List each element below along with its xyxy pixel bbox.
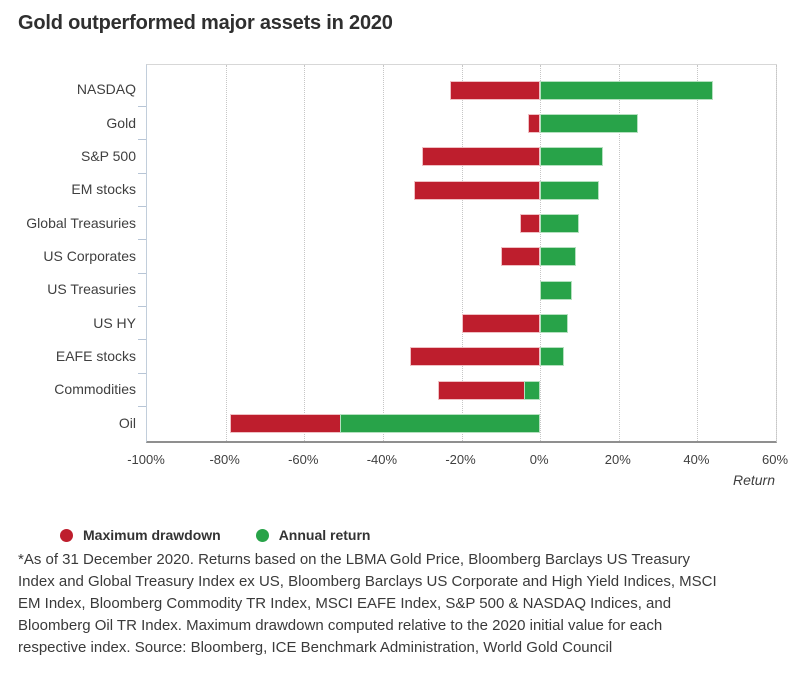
x-tick-label: 20% xyxy=(604,452,631,467)
annual-return-bar xyxy=(540,280,572,300)
annual-return-bar xyxy=(540,214,580,234)
footnote: *As of 31 December 2020. Returns based o… xyxy=(18,549,776,659)
gridline xyxy=(225,65,227,441)
drawdown-bar xyxy=(410,347,541,367)
y-axis-tick xyxy=(138,205,146,207)
y-axis-tick xyxy=(138,305,146,307)
x-tick-label: 40% xyxy=(683,452,710,467)
y-axis-tick xyxy=(138,272,146,274)
legend-label-return: Annual return xyxy=(278,527,371,543)
y-axis-tick xyxy=(138,172,146,174)
gridline xyxy=(697,65,699,441)
gridline xyxy=(776,65,777,441)
annual-return-bar xyxy=(540,147,604,167)
annual-return-bar xyxy=(524,380,541,400)
footnote-line: *As of 31 December 2020. Returns based o… xyxy=(18,551,690,568)
return-swatch-icon xyxy=(255,528,269,542)
y-axis-tick xyxy=(138,339,146,341)
gridline xyxy=(304,65,306,441)
footnote-line: Bloomberg Oil TR Index. Maximum drawdown… xyxy=(18,617,663,634)
y-axis-label: US HY xyxy=(93,314,136,331)
drawdown-bar xyxy=(414,180,541,200)
y-axis-tick xyxy=(138,239,146,241)
y-axis-label: US Treasuries xyxy=(47,281,136,298)
annual-return-bar xyxy=(540,180,600,200)
annual-return-bar xyxy=(540,247,576,267)
x-tick-label: -100% xyxy=(127,452,165,467)
annual-return-bar xyxy=(540,347,564,367)
legend: Maximum drawdown Annual return xyxy=(60,527,370,543)
drawdown-bar xyxy=(500,247,541,267)
gridline xyxy=(618,65,620,441)
drawdown-swatch-icon xyxy=(60,528,73,542)
drawdown-bar xyxy=(528,114,541,134)
chart-title: Gold outperformed major assets in 2020 xyxy=(18,12,393,34)
annual-return-bar xyxy=(339,414,541,434)
legend-item-return: Annual return xyxy=(255,527,371,543)
y-axis-tick xyxy=(138,372,146,374)
y-axis-label: EAFE stocks xyxy=(55,347,136,364)
y-axis-tick xyxy=(138,105,146,107)
y-axis-label: US Corporates xyxy=(43,247,136,264)
y-axis-label: NASDAQ xyxy=(76,81,136,98)
y-axis-label: S&P 500 xyxy=(80,147,136,164)
footnote-line: EM Index, Bloomberg Commodity TR Index, … xyxy=(18,595,672,612)
y-axis-tick xyxy=(138,406,146,407)
gridline xyxy=(461,65,463,441)
x-axis-caption: Return xyxy=(732,472,775,488)
x-tick-label: 60% xyxy=(761,452,788,467)
annual-return-bar xyxy=(540,314,568,334)
annual-return-bar xyxy=(540,80,714,100)
y-axis-label: Global Treasuries xyxy=(26,214,136,231)
x-tick-label: 0% xyxy=(529,452,549,467)
plot-area xyxy=(146,64,777,443)
x-tick-label: -20% xyxy=(445,452,476,467)
x-tick-label: -80% xyxy=(209,452,240,467)
y-axis-label: Oil xyxy=(118,414,136,431)
annual-return-bar xyxy=(540,114,639,134)
y-axis-tick xyxy=(138,139,146,141)
x-tick-label: -60% xyxy=(288,452,319,467)
drawdown-bar xyxy=(422,147,541,167)
y-axis-label: Gold xyxy=(106,114,136,131)
drawdown-bar xyxy=(520,214,541,234)
footnote-line: respective index. Source: Bloomberg, ICE… xyxy=(18,639,613,656)
legend-label-drawdown: Maximum drawdown xyxy=(83,527,221,543)
y-axis-label: EM stocks xyxy=(71,181,136,198)
drawdown-bar xyxy=(449,80,541,100)
gridline xyxy=(382,65,384,441)
x-tick-label: -40% xyxy=(366,452,398,467)
y-axis-label: Commodities xyxy=(54,381,136,398)
drawdown-bar xyxy=(461,314,541,334)
legend-item-drawdown: Maximum drawdown xyxy=(60,527,221,543)
footnote-line: Index and Global Treasury Index ex US, B… xyxy=(18,573,717,590)
